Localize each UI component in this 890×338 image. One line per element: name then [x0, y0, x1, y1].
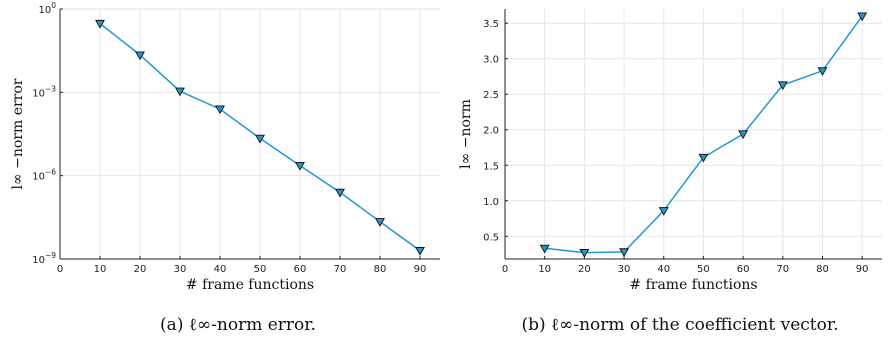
y-tick-exponent: −6	[45, 168, 56, 177]
data-point-marker	[817, 67, 828, 76]
y-tick-base: 10	[32, 172, 45, 183]
data-point-marker	[579, 249, 590, 258]
y-axis-label: l∞ −norm	[458, 99, 474, 169]
data-point-marker	[335, 188, 345, 198]
data-point-marker	[95, 19, 105, 29]
y-tick-label: 3.0	[483, 55, 499, 66]
x-tick-label: 70	[776, 264, 789, 275]
x-tick-label: 10	[538, 264, 551, 275]
y-tick-base: 10	[32, 88, 45, 99]
y-tick-label: 100	[38, 1, 56, 16]
x-tick-label: 10	[94, 264, 107, 275]
x-tick-label: 0	[57, 264, 63, 275]
y-tick-label: 10−6	[32, 168, 56, 183]
y-tick-label: 1.5	[483, 161, 499, 172]
x-tick-label: 50	[254, 264, 267, 275]
y-tick-exponent: 0	[51, 1, 56, 10]
x-tick-label: 60	[737, 264, 750, 275]
x-tick-label: 20	[578, 264, 591, 275]
x-tick-label: 70	[334, 264, 347, 275]
data-point-marker	[295, 162, 305, 171]
data-point-marker	[619, 248, 630, 258]
y-tick-label: 10−3	[32, 84, 56, 99]
y-tick-label: 0.5	[483, 232, 499, 243]
y-tick-exponent: −9	[45, 251, 56, 260]
data-point-marker	[738, 130, 749, 140]
data-point-marker	[539, 244, 550, 254]
y-axis-label: l∞ −norm error	[10, 78, 26, 189]
y-tick-base: 10	[32, 255, 45, 266]
x-tick-label: 40	[657, 264, 670, 275]
y-tick-label: 10−9	[32, 251, 56, 266]
x-tick-label: 30	[618, 264, 631, 275]
data-point-marker	[135, 51, 145, 61]
x-tick-label: 30	[174, 264, 187, 275]
data-point-marker	[857, 12, 868, 22]
data-point-marker	[415, 247, 425, 256]
y-tick-exponent: −3	[45, 84, 56, 93]
x-tick-label: 60	[294, 264, 307, 275]
data-point-marker	[215, 105, 225, 115]
x-axis-label: # frame functions	[186, 277, 314, 293]
x-tick-label: 90	[856, 264, 869, 275]
x-tick-label: 20	[134, 264, 147, 275]
data-point-marker	[658, 207, 669, 216]
caption-a: (a) ℓ∞-norm error.	[160, 315, 316, 335]
x-tick-label: 50	[697, 264, 710, 275]
chart-b: 0 10 20 30 40 50 60 70 80 90 0.5 1.0 1.5 2.0 2.5 3.0 3.5…	[458, 9, 882, 293]
data-point-marker	[175, 87, 185, 97]
x-tick-label: 40	[214, 264, 227, 275]
x-tick-label: 90	[414, 264, 427, 275]
y-tick-label: 2.5	[483, 90, 499, 101]
x-tick-label: 80	[374, 264, 387, 275]
x-tick-label: 0	[502, 264, 508, 275]
caption-b: (b) ℓ∞-norm of the coefficient vector.	[521, 315, 838, 335]
data-point-marker	[255, 134, 265, 144]
y-tick-label: 1.0	[483, 197, 499, 208]
x-axis-label: # frame functions	[629, 277, 757, 293]
x-tick-label: 80	[816, 264, 829, 275]
data-point-marker	[698, 153, 709, 163]
y-tick-label: 2.0	[483, 126, 499, 137]
y-tick-base: 10	[38, 5, 51, 16]
data-point-marker	[777, 81, 788, 91]
y-tick-label: 3.5	[483, 19, 499, 30]
data-point-marker	[375, 218, 385, 227]
